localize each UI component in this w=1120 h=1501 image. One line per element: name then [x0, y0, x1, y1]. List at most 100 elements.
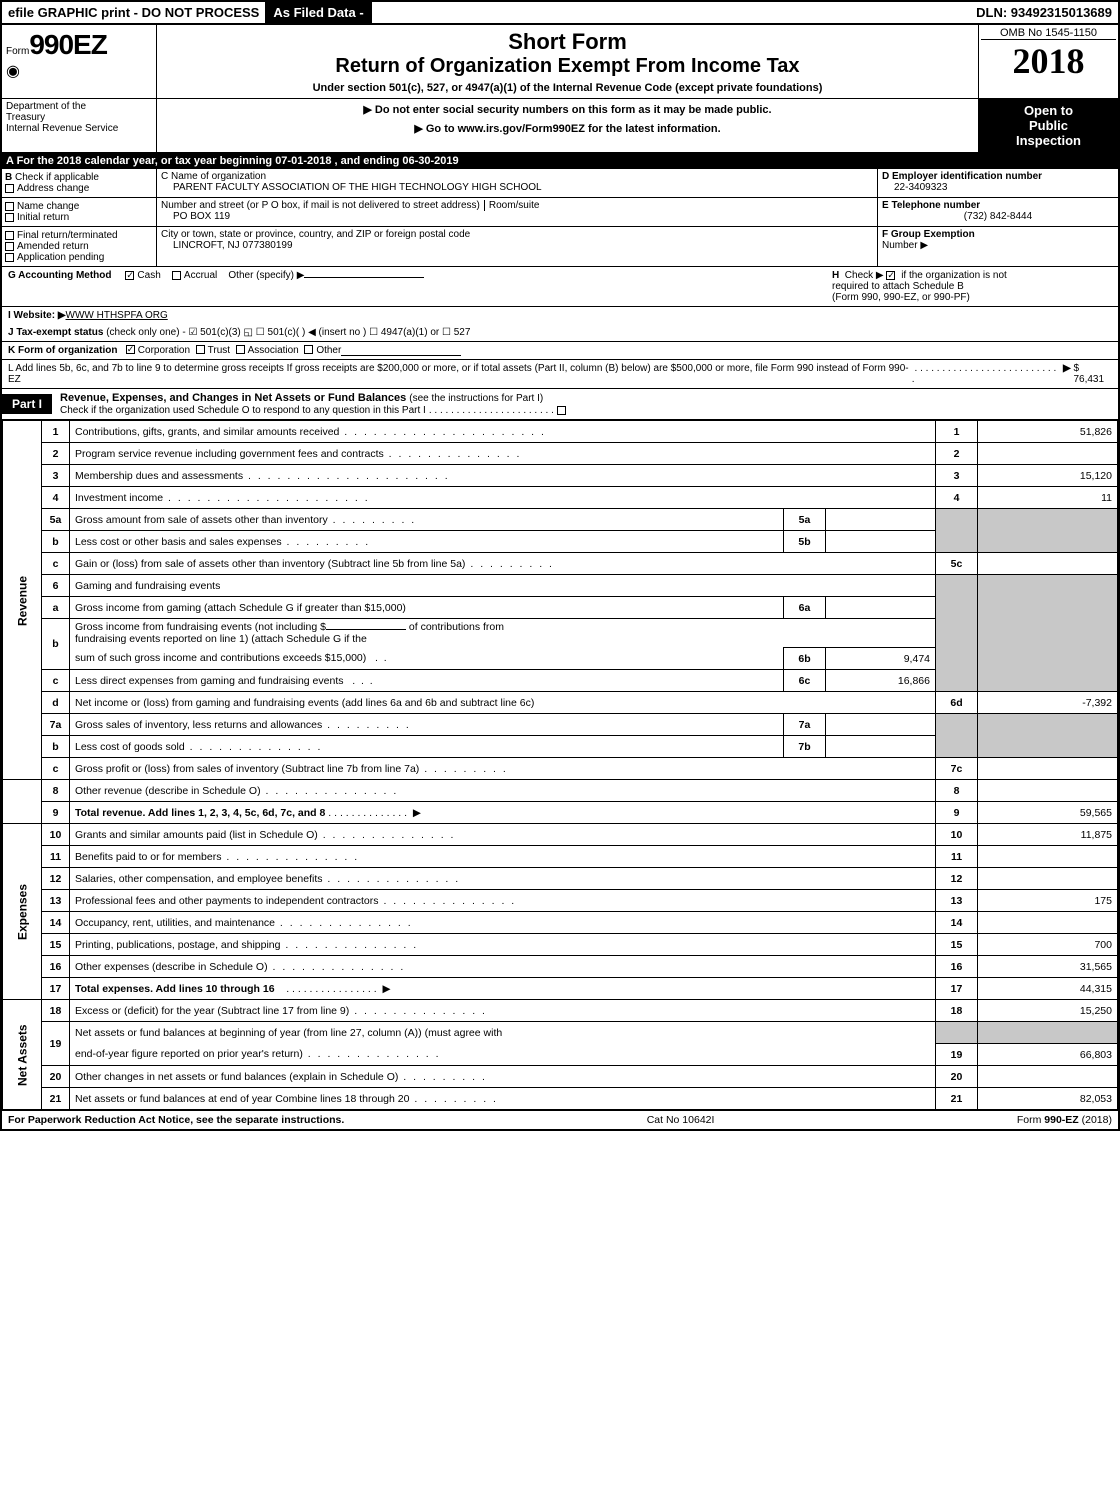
table-row: 20 Other changes in net assets or fund b… [3, 1066, 1118, 1088]
table-row: c Gain or (loss) from sale of assets oth… [3, 553, 1118, 575]
b-cell-2: Name change Initial return [2, 198, 157, 226]
table-row: 5a Gross amount from sale of assets othe… [3, 509, 1118, 531]
netassets-vert-label: Net Assets [3, 1000, 42, 1110]
amended-return-checkbox[interactable] [5, 242, 14, 251]
other-org-label: Other [316, 345, 341, 356]
cash-checkbox[interactable] [125, 271, 134, 280]
topbar-asfiled-label: As Filed Data - [265, 2, 371, 23]
application-pending-checkbox[interactable] [5, 253, 14, 262]
line-desc: Contributions, gifts, grants, and simila… [70, 421, 936, 443]
ein-value: 22-3409323 [882, 182, 1114, 193]
table-row: 13 Professional fees and other payments … [3, 890, 1118, 912]
topbar-dln: DLN: 93492315013689 [970, 2, 1118, 23]
inspection-cell: Open to Public Inspection [978, 99, 1118, 152]
table-row: 15 Printing, publications, postage, and … [3, 934, 1118, 956]
bcd-row-1: B Check if applicable Address change C N… [2, 169, 1118, 198]
section-i-row: I Website: ▶ WWW HTHSPFA ORG [2, 307, 1118, 324]
bcf-row-3: Final return/terminated Amended return A… [2, 227, 1118, 267]
table-row: 12 Salaries, other compensation, and emp… [3, 868, 1118, 890]
other-specify-line[interactable] [304, 277, 424, 278]
part1-schedule-o-checkbox[interactable] [557, 406, 566, 415]
trust-label: Trust [208, 345, 230, 356]
org-name: PARENT FACULTY ASSOCIATION OF THE HIGH T… [161, 182, 873, 193]
section-a: A For the 2018 calendar year, or tax yea… [2, 153, 1118, 169]
name-change-checkbox[interactable] [5, 202, 14, 211]
dept-line1: Department of the [6, 101, 152, 112]
line-num: 1 [42, 421, 70, 443]
final-return-checkbox[interactable] [5, 231, 14, 240]
i-label: I Website: ▶ [8, 310, 66, 321]
b-label: B [5, 172, 12, 183]
g-label: G Accounting Method [8, 270, 112, 281]
j-label: J Tax-exempt status [8, 327, 103, 338]
table-row: 14 Occupancy, rent, utilities, and maint… [3, 912, 1118, 934]
notice-1: ▶ Do not enter social security numbers o… [161, 103, 974, 116]
section-k-row: K Form of organization Corporation Trust… [2, 342, 1118, 360]
notice-2: ▶ Go to www.irs.gov/Form990EZ for the la… [161, 122, 974, 135]
h-label: H [832, 270, 839, 281]
table-row: Revenue 1 Contributions, gifts, grants, … [3, 421, 1118, 443]
section-f-cell: F Group Exemption Number ▶ [878, 227, 1118, 266]
table-row: c Gross profit or (loss) from sales of i… [3, 758, 1118, 780]
cash-label: Cash [137, 270, 160, 281]
h-text3: required to attach Schedule B [832, 281, 964, 292]
h-checkbox[interactable] [886, 271, 895, 280]
e-label: E Telephone number [882, 200, 980, 211]
b-cell-3: Final return/terminated Amended return A… [2, 227, 157, 266]
part1-title: Revenue, Expenses, and Changes in Net As… [60, 392, 406, 404]
c-street-label: Number and street (or P O box, if mail i… [161, 200, 480, 211]
h-text4: (Form 990, 990-EZ, or 990-PF) [832, 292, 970, 303]
table-row: 3 Membership dues and assessments 3 15,1… [3, 465, 1118, 487]
header-row-1: Form990EZ ◉ Short Form Return of Organiz… [2, 25, 1118, 99]
subtitle: Under section 501(c), 527, or 4947(a)(1)… [165, 82, 970, 94]
assoc-checkbox[interactable] [236, 345, 245, 354]
accrual-checkbox[interactable] [172, 271, 181, 280]
title-cell: Short Form Return of Organization Exempt… [157, 25, 978, 98]
section-d-cell: D Employer identification number 22-3409… [878, 169, 1118, 197]
section-h: H Check ▶ if the organization is not req… [832, 270, 1112, 303]
notice-cell: ▶ Do not enter social security numbers o… [157, 99, 978, 152]
line-val: 51,826 [978, 421, 1118, 443]
table-row: 16 Other expenses (describe in Schedule … [3, 956, 1118, 978]
corp-checkbox[interactable] [126, 345, 135, 354]
accrual-label: Accrual [184, 270, 217, 281]
website-value: WWW HTHSPFA ORG [66, 310, 168, 321]
table-row: 2 Program service revenue including gove… [3, 443, 1118, 465]
table-row: 4 Investment income 4 11 [3, 487, 1118, 509]
table-row: 6 Gaming and fundraising events [3, 575, 1118, 597]
topbar-efile-label: efile GRAPHIC print - DO NOT PROCESS [2, 2, 265, 23]
table-row: Net Assets 18 Excess or (deficit) for th… [3, 1000, 1118, 1022]
initial-return-checkbox[interactable] [5, 213, 14, 222]
table-row: 11 Benefits paid to or for members 11 [3, 846, 1118, 868]
part1-title-cell: Revenue, Expenses, and Changes in Net As… [52, 389, 1118, 419]
inspection-3: Inspection [983, 133, 1114, 148]
assoc-label: Association [248, 345, 299, 356]
telephone-value: (732) 842-8444 [882, 211, 1114, 222]
initial-return-label: Initial return [17, 212, 69, 223]
section-l-row: L Add lines 5b, 6c, and 7b to line 9 to … [2, 360, 1118, 389]
l-value: $ 76,431 [1073, 363, 1112, 385]
other-label: Other (specify) ▶ [228, 270, 304, 281]
d-label: D Employer identification number [882, 171, 1042, 182]
inspection-2: Public [983, 118, 1114, 133]
bce-row-2: Name change Initial return Number and st… [2, 198, 1118, 227]
address-change-checkbox[interactable] [5, 184, 14, 193]
other-org-checkbox[interactable] [304, 345, 313, 354]
section-g: G Accounting Method Cash Accrual Other (… [8, 270, 832, 303]
section-e-cell: E Telephone number (732) 842-8444 [878, 198, 1118, 226]
form-990ez-page: efile GRAPHIC print - DO NOT PROCESS As … [0, 0, 1120, 1131]
trust-checkbox[interactable] [196, 345, 205, 354]
dept-line2: Treasury [6, 112, 152, 123]
other-org-line[interactable] [341, 345, 461, 356]
inspection-1: Open to [983, 103, 1114, 118]
short-form-title: Short Form [165, 29, 970, 55]
form-number-cell: Form990EZ ◉ [2, 25, 157, 98]
section-gh-row: G Accounting Method Cash Accrual Other (… [2, 267, 1118, 307]
f-label: F Group Exemption [882, 229, 975, 240]
part1-check-note: Check if the organization used Schedule … [60, 405, 426, 416]
c-name-label: C Name of organization [161, 171, 873, 182]
part1-label: Part I [2, 394, 52, 414]
amended-return-label: Amended return [17, 241, 89, 252]
h-text2: if the organization is not [901, 270, 1007, 281]
header-row-2: Department of the Treasury Internal Reve… [2, 99, 1118, 153]
